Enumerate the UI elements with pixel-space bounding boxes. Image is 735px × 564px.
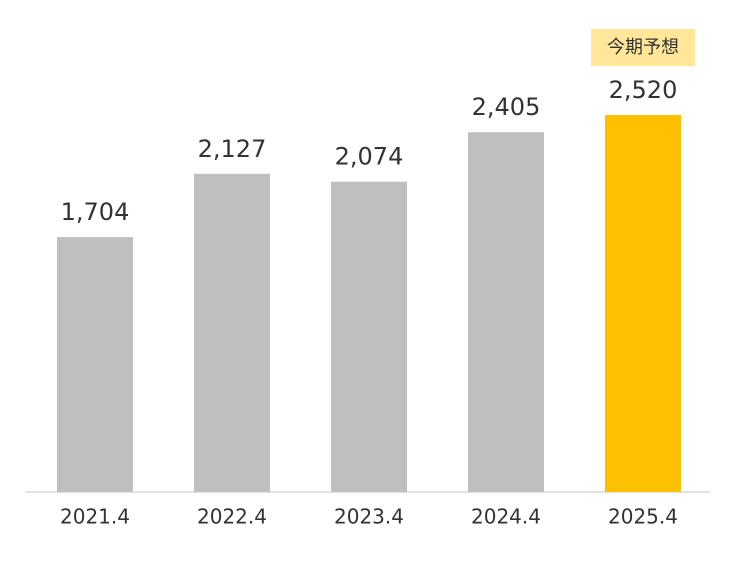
annotation-box [591,29,695,66]
x-tick-label: 2024.4 [471,505,541,529]
bar [331,181,407,492]
bar [57,237,133,492]
value-label: 2,127 [198,135,267,163]
x-tick-label: 2025.4 [608,505,678,529]
x-tick-label: 2023.4 [334,505,404,529]
bar [194,173,270,492]
x-tick-label: 2022.4 [197,505,267,529]
value-label: 2,074 [335,143,404,171]
x-tick-label: 2021.4 [60,505,130,529]
value-label: 2,520 [609,76,678,104]
bar [468,132,544,493]
value-label: 1,704 [61,198,130,226]
bar [605,115,681,492]
annotation: 今期予想 [607,37,679,58]
value-label: 2,405 [472,93,541,121]
